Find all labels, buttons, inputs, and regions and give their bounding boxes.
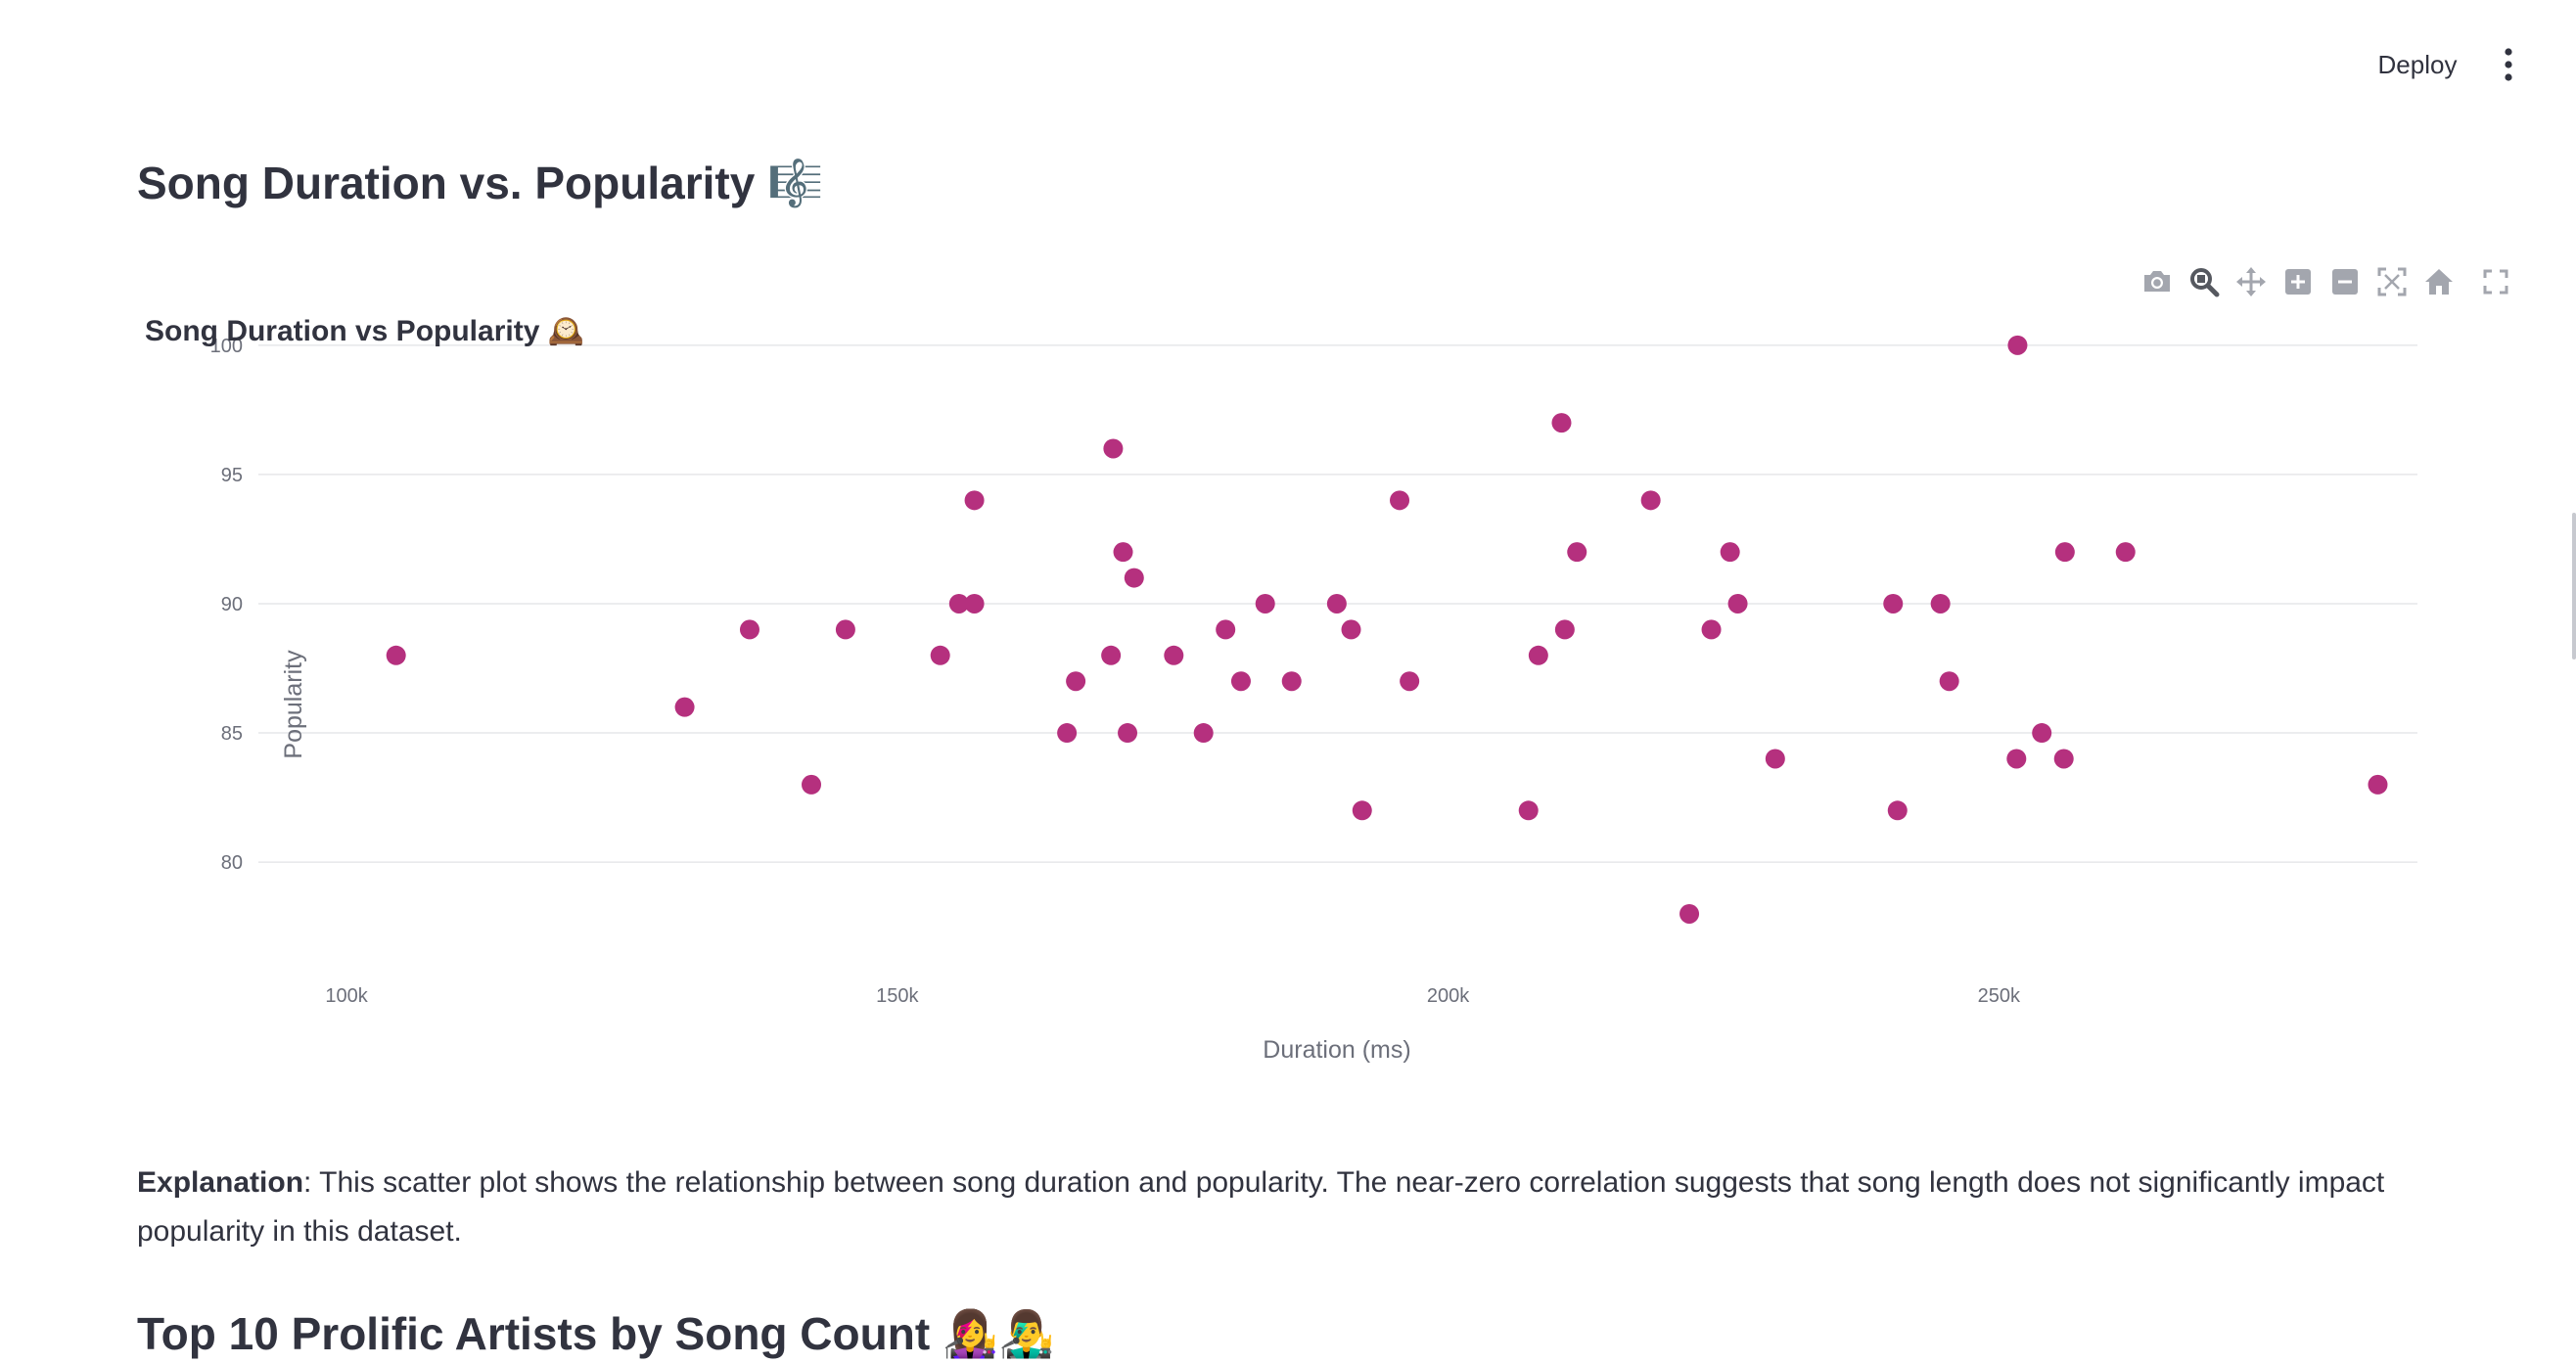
scatter-point[interactable] [1216, 619, 1236, 640]
deploy-button[interactable]: Deploy [2359, 43, 2476, 86]
scatter-point[interactable] [802, 774, 822, 795]
scatter-point[interactable] [1939, 671, 1959, 692]
scatter-point[interactable] [2054, 542, 2075, 563]
pan-button[interactable] [2228, 264, 2275, 299]
zoom-button[interactable] [2181, 264, 2228, 299]
zoom-in-icon [2285, 269, 2311, 295]
scatter-point[interactable] [674, 697, 695, 717]
scatter-point[interactable] [2368, 774, 2388, 795]
explanation-paragraph: Explanation: This scatter plot shows the… [137, 1159, 2439, 1256]
scatter-point[interactable] [1554, 619, 1575, 640]
scatter-point[interactable] [1193, 723, 1214, 744]
x-tick-labels: 100k 150k 200k 250k [325, 985, 2021, 1007]
x-tick-label: 250k [1978, 985, 2021, 1007]
scatter-point[interactable] [2032, 723, 2052, 744]
y-tick-label: 85 [221, 723, 243, 745]
section-title-duration-popularity: Song Duration vs. Popularity 🎼 [137, 158, 824, 208]
explanation-label: Explanation [137, 1166, 304, 1199]
scatter-point[interactable] [835, 619, 855, 640]
x-axis-label: Duration (ms) [1263, 1036, 1410, 1064]
y-tick-label: 95 [221, 465, 243, 486]
scatter-point[interactable] [948, 593, 969, 614]
scatter-point[interactable] [1400, 671, 1420, 692]
reset-axes-button[interactable] [2415, 264, 2462, 299]
explanation-text: : This scatter plot shows the relationsh… [137, 1166, 2385, 1248]
scatter-point[interactable] [386, 645, 406, 665]
autoscale-button[interactable] [2369, 264, 2415, 299]
scatter-point[interactable] [1528, 645, 1548, 665]
scatter-point[interactable] [1720, 542, 1740, 563]
y-axis-label: Popularity [280, 650, 307, 759]
chart-title: Song Duration vs Popularity 🕰️ [145, 315, 584, 347]
scatter-point[interactable] [2006, 749, 2027, 769]
scatter-point[interactable] [1352, 800, 1372, 821]
y-tick-label: 90 [221, 594, 243, 615]
scatter-point[interactable] [1066, 671, 1086, 692]
section-title-top-artists: Top 10 Prolific Artists by Song Count 👩‍… [137, 1308, 1055, 1359]
fullscreen-icon [2483, 269, 2508, 295]
zoom-icon [2190, 268, 2220, 297]
scatter-point[interactable] [2007, 335, 2028, 355]
scatter-point[interactable] [1887, 800, 1908, 821]
y-tick-labels: 80 85 90 95 100 [210, 336, 243, 874]
scatter-point[interactable] [2115, 542, 2136, 563]
scatter-point[interactable] [930, 645, 950, 665]
x-tick-label: 100k [325, 985, 368, 1007]
scatter-point[interactable] [1124, 568, 1144, 588]
scatter-point[interactable] [1341, 619, 1361, 640]
main-menu-button[interactable] [2494, 43, 2523, 86]
scatter-point[interactable] [1103, 438, 1124, 459]
pan-icon [2236, 267, 2266, 296]
scatter-point[interactable] [1640, 490, 1661, 511]
x-tick-label: 200k [1427, 985, 1470, 1007]
scatter-point[interactable] [739, 619, 759, 640]
fullscreen-button[interactable] [2472, 264, 2519, 299]
scatter-point[interactable] [1883, 593, 1904, 614]
scatter-point[interactable] [1765, 749, 1785, 769]
scatter-point[interactable] [1255, 593, 1275, 614]
scatter-point[interactable] [1281, 671, 1302, 692]
home-icon [2425, 269, 2453, 295]
scatter-point[interactable] [964, 593, 985, 614]
plotly-chart[interactable]: 80 85 90 95 100 100k 150k 200k 250k Song Durati… [137, 254, 2439, 1076]
scatter-point[interactable] [1164, 645, 1184, 665]
scatter-point[interactable] [1567, 542, 1587, 563]
y-tick-label: 80 [221, 852, 243, 874]
vertical-ellipsis-icon [2505, 48, 2512, 81]
scatter-point[interactable] [1113, 542, 1133, 563]
scatter-point[interactable] [1101, 645, 1122, 665]
scatter-point[interactable] [1679, 903, 1700, 924]
download-png-button[interactable] [2134, 264, 2181, 299]
scatter-point[interactable] [1701, 619, 1722, 640]
autoscale-icon [2377, 267, 2407, 296]
scatter-chart-svg[interactable]: 80 85 90 95 100 100k 150k 200k 250k Song Durati… [137, 254, 2439, 1076]
data-points[interactable] [386, 335, 2388, 924]
scatter-point[interactable] [964, 490, 985, 511]
scatter-point[interactable] [1390, 490, 1410, 511]
camera-icon [2144, 271, 2170, 292]
x-tick-label: 150k [876, 985, 919, 1007]
scatter-point[interactable] [1727, 593, 1748, 614]
scatter-point[interactable] [1118, 723, 1138, 744]
scatter-point[interactable] [1230, 671, 1251, 692]
zoom-out-icon [2332, 269, 2358, 295]
scatter-point[interactable] [1930, 593, 1951, 614]
scatter-point[interactable] [1518, 800, 1539, 821]
y-tick-label: 100 [210, 336, 243, 357]
scatter-point[interactable] [2053, 749, 2074, 769]
scatter-point[interactable] [1551, 413, 1572, 433]
scatter-point[interactable] [1057, 723, 1078, 744]
plot-modebar [2134, 264, 2519, 299]
scatter-point[interactable] [1326, 593, 1347, 614]
zoom-in-button[interactable] [2275, 264, 2322, 299]
zoom-out-button[interactable] [2322, 264, 2369, 299]
top-toolbar: Deploy [0, 0, 2576, 117]
sidebar-edge-handle[interactable] [2572, 513, 2576, 659]
